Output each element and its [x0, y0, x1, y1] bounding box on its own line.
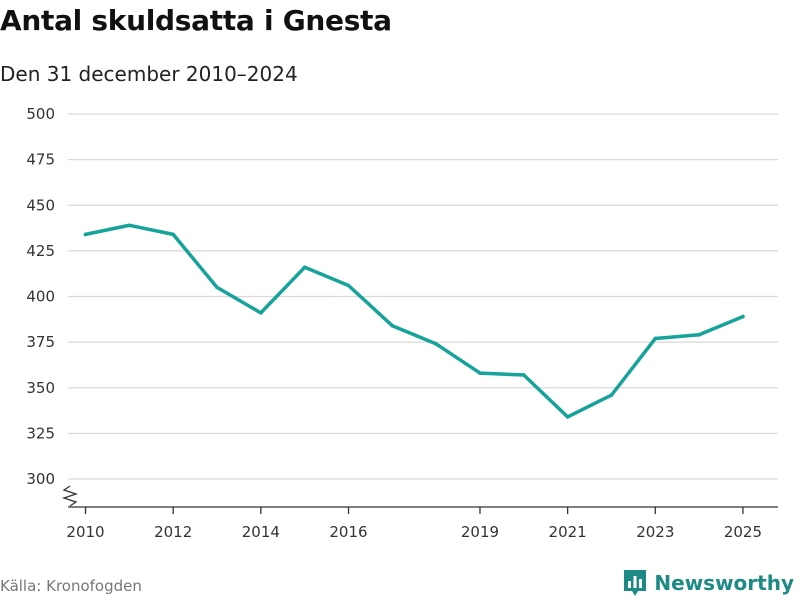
y-tick-label-350: 350 [26, 379, 55, 397]
data-point-2012 [171, 232, 175, 237]
brand-name: Newsworthy [654, 571, 794, 595]
x-axis-ticks: 2010 2012 2014 2016 2019 2021 2023 2025 [66, 507, 762, 541]
source-note: Källa: Kronofogden [0, 577, 142, 595]
data-point-2015 [302, 265, 307, 270]
x-tick-label-2023: 2023 [636, 523, 674, 541]
data-point-2022 [609, 393, 614, 397]
x-tick-label-2021: 2021 [549, 523, 587, 541]
chart-title: Antal skuldsatta i Gnesta [0, 4, 392, 37]
y-axis-break [61, 485, 79, 507]
y-tick-label-300: 300 [26, 470, 55, 488]
data-point-2016 [346, 283, 351, 288]
chart-subtitle: Den 31 december 2010–2024 [0, 62, 298, 86]
y-tick-label-500: 500 [26, 105, 55, 123]
data-point-2020 [522, 373, 526, 377]
data-point-2013 [215, 285, 219, 290]
data-point-2021 [565, 415, 570, 419]
series-line-0 [83, 223, 745, 419]
y-tick-label-375: 375 [26, 333, 55, 351]
data-point-2010 [83, 232, 88, 237]
x-tick-label-2014: 2014 [242, 523, 280, 541]
data-point-2014 [259, 311, 263, 315]
y-tick-label-425: 425 [26, 242, 55, 260]
data-point-2023 [653, 336, 658, 341]
x-axis [61, 485, 778, 508]
y-tick-label-475: 475 [26, 151, 55, 169]
y-tick-label-325: 325 [26, 424, 55, 442]
data-point-2019 [478, 371, 482, 375]
brand-logo: Newsworthy [622, 568, 794, 598]
data-point-2024 [697, 333, 701, 337]
data-point-2018 [434, 342, 438, 346]
x-tick-label-2019: 2019 [461, 523, 499, 541]
x-tick-label-2016: 2016 [329, 523, 367, 541]
data-point-2011 [127, 223, 132, 228]
y-tick-label-400: 400 [26, 288, 55, 306]
series-layer [83, 223, 745, 419]
data-point-2025 [741, 314, 745, 319]
data-point-2017 [390, 323, 395, 328]
x-tick-label-2025: 2025 [724, 523, 762, 541]
x-tick-label-2010: 2010 [66, 523, 104, 541]
grid-lines [68, 113, 778, 480]
x-tick-label-2012: 2012 [154, 523, 192, 541]
y-tick-label-450: 450 [26, 196, 55, 214]
y-axis-ticks: 300 325 350 375 400 425 450 475 500 [26, 105, 55, 488]
newsworthy-logo-icon [624, 570, 647, 596]
